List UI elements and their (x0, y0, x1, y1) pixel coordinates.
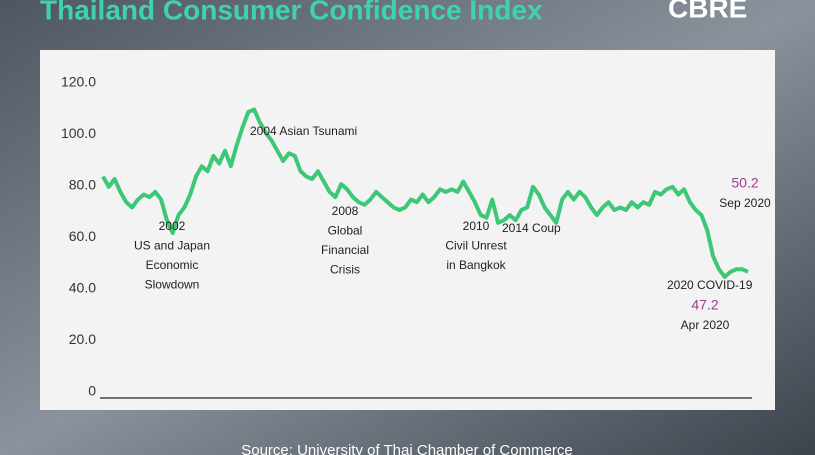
annotation: Economic (146, 258, 199, 272)
y-tick-label: 20.0 (69, 331, 96, 347)
annotation: 2020 COVID-19 (667, 278, 753, 292)
y-tick-label: 80.0 (69, 177, 96, 193)
annotation: 2010 (463, 219, 490, 233)
annotation: Civil Unrest (445, 239, 507, 253)
y-tick-label: 100.0 (61, 125, 96, 141)
y-tick-label: 120.0 (61, 74, 96, 90)
annotation: in Bangkok (446, 258, 506, 272)
annotation: Financial (321, 243, 369, 257)
chart-title: Thailand Consumer Confidence Index (40, 0, 543, 25)
callout-label: Sep 2020 (719, 196, 771, 210)
y-tick-label: 0 (88, 383, 96, 399)
source: Source: University of Thai Chamber of Co… (241, 442, 573, 455)
callout-value: 50.2 (731, 175, 758, 191)
annotation: 2008 (332, 204, 359, 218)
annotation: 2014 Coup (502, 221, 561, 235)
chart-panel (40, 50, 775, 410)
callout-label: Apr 2020 (681, 318, 730, 332)
data-line (101, 107, 749, 279)
annotation: US and Japan (134, 239, 210, 253)
callout-value: 47.2 (691, 297, 718, 313)
y-tick-label: 60.0 (69, 228, 96, 244)
annotation: 2004 Asian Tsunami (250, 124, 357, 138)
annotation: Slowdown (145, 278, 200, 292)
annotation: Global (328, 224, 363, 238)
annotation: Crisis (330, 263, 360, 277)
brand-logo: CBRE (668, 0, 747, 23)
y-tick-label: 40.0 (69, 280, 96, 296)
annotation: 2002 (159, 219, 186, 233)
